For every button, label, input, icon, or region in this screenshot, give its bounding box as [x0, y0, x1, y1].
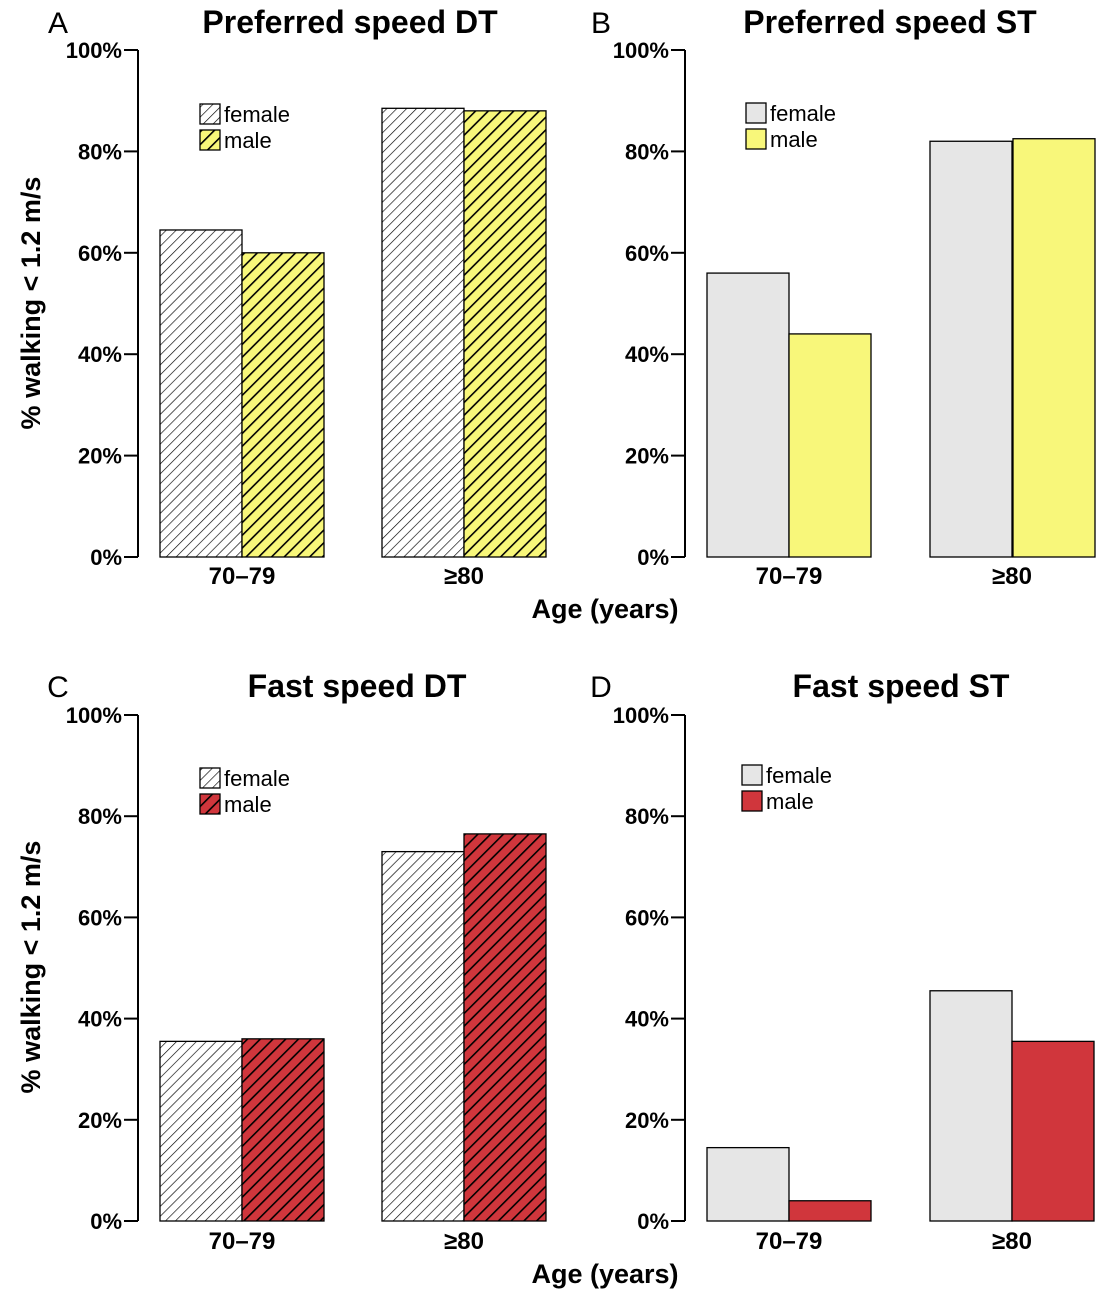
y-tick-label-b: 80%: [625, 139, 669, 164]
x-axis-title-top: Age (years): [531, 594, 678, 624]
x-tick-label-b: 70–79: [756, 563, 823, 590]
legend-swatch-b-male: [745, 128, 767, 150]
legend-label-b-female: female: [770, 101, 836, 126]
legend-label-b-male: male: [770, 127, 818, 152]
legend-swatch-d-male: [741, 790, 763, 812]
legend-label-d-male: male: [766, 789, 814, 814]
bar-b-female-2: [929, 140, 1013, 558]
panel-d: D Fast speed ST 0% 20% 40% 60% 80% 100% 70–79 ≥80…: [590, 668, 1095, 1255]
x-tick-label-b: ≥80: [992, 563, 1032, 590]
legend-swatch-c-male: [199, 793, 221, 815]
y-tick-label-a: 40%: [78, 342, 122, 367]
panel-b: B Preferred speed ST 0% 20% 40% 60% 80% 100% 70–…: [591, 4, 1096, 590]
y-tick-label-c: 40%: [78, 1007, 122, 1032]
panel-letter-d: D: [590, 671, 612, 704]
chart-title-d: Fast speed ST: [793, 668, 1010, 704]
x-axis-title-bottom: Age (years): [531, 1259, 678, 1289]
y-tick-label-b: 20%: [625, 444, 669, 469]
y-tick-label-d: 40%: [625, 1007, 669, 1032]
x-tick-label-a: 70–79: [209, 563, 276, 590]
legend-swatch-c-female: [199, 767, 221, 789]
y-tick-label-d: 0%: [637, 1209, 669, 1234]
y-tick-label-c: 20%: [78, 1108, 122, 1133]
y-tick-label-a: 60%: [78, 241, 122, 266]
y-tick-label-c: 60%: [78, 905, 122, 930]
legend-label-a-male: male: [224, 128, 272, 153]
chart-title-a: Preferred speed DT: [202, 4, 498, 40]
y-tick-label-d: 60%: [625, 905, 669, 930]
legend-label-c-male: male: [224, 792, 272, 817]
chart-title-b: Preferred speed ST: [743, 4, 1037, 40]
legend-swatch-a-female: [199, 103, 221, 125]
bar-c-male-2: [463, 833, 547, 1222]
x-tick-label-d: ≥80: [992, 1228, 1032, 1255]
legend-label-c-female: female: [224, 766, 290, 791]
bar-d-male-2: [1011, 1040, 1095, 1222]
bar-a-female-2: [381, 107, 465, 558]
panel-a: A Preferred speed DT 0% 20% 40% 60% 80% 100% 70–…: [48, 4, 547, 590]
bar-c-female-1: [159, 1040, 243, 1222]
x-tick-label-c: 70–79: [209, 1228, 276, 1255]
bar-a-female-1: [159, 229, 243, 558]
y-tick-label-d: 80%: [625, 804, 669, 829]
legend-label-d-female: female: [766, 763, 832, 788]
y-tick-label-c: 80%: [78, 804, 122, 829]
y-axis-title-top: % walking < 1.2 m/s: [16, 177, 46, 430]
y-tick-label-b: 100%: [613, 38, 669, 63]
panel-letter-a: A: [48, 7, 68, 40]
x-tick-label-c: ≥80: [444, 1228, 484, 1255]
bar-b-male-2: [1012, 138, 1096, 558]
y-tick-label-d: 100%: [613, 703, 669, 728]
y-tick-label-c: 0%: [90, 1209, 122, 1234]
bar-d-female-2: [929, 990, 1013, 1222]
bar-d-female-1: [706, 1146, 790, 1222]
chart-title-c: Fast speed DT: [248, 668, 467, 704]
y-tick-label-b: 40%: [625, 342, 669, 367]
y-tick-label-a: 20%: [78, 444, 122, 469]
y-tick-label-a: 100%: [66, 38, 122, 63]
bar-d-male-1: [788, 1200, 872, 1222]
bar-a-male-1: [241, 252, 325, 558]
x-tick-label-a: ≥80: [444, 563, 484, 590]
y-tick-label-a: 0%: [90, 545, 122, 570]
legend-swatch-a-male: [199, 129, 221, 151]
legend-swatch-d-female: [741, 764, 763, 786]
y-axis-title-bottom: % walking < 1.2 m/s: [16, 841, 46, 1094]
legend-swatch-b-female: [745, 102, 767, 124]
panel-letter-b: B: [591, 7, 611, 40]
y-tick-label-b: 60%: [625, 241, 669, 266]
bar-b-male-1: [788, 333, 872, 558]
legend-label-a-female: female: [224, 102, 290, 127]
panel-letter-c: C: [47, 671, 69, 704]
y-tick-label-b: 0%: [637, 545, 669, 570]
bar-c-female-2: [381, 850, 465, 1222]
y-tick-label-d: 20%: [625, 1108, 669, 1133]
bar-c-male-1: [241, 1038, 325, 1222]
y-tick-label-a: 80%: [78, 139, 122, 164]
bar-b-female-1: [706, 272, 790, 558]
y-tick-label-c: 100%: [66, 703, 122, 728]
panel-c: C Fast speed DT 0% 20% 40% 60% 80% 100% 70–79 ≥80…: [47, 668, 547, 1255]
x-tick-label-d: 70–79: [756, 1228, 823, 1255]
bar-a-male-2: [463, 110, 547, 558]
